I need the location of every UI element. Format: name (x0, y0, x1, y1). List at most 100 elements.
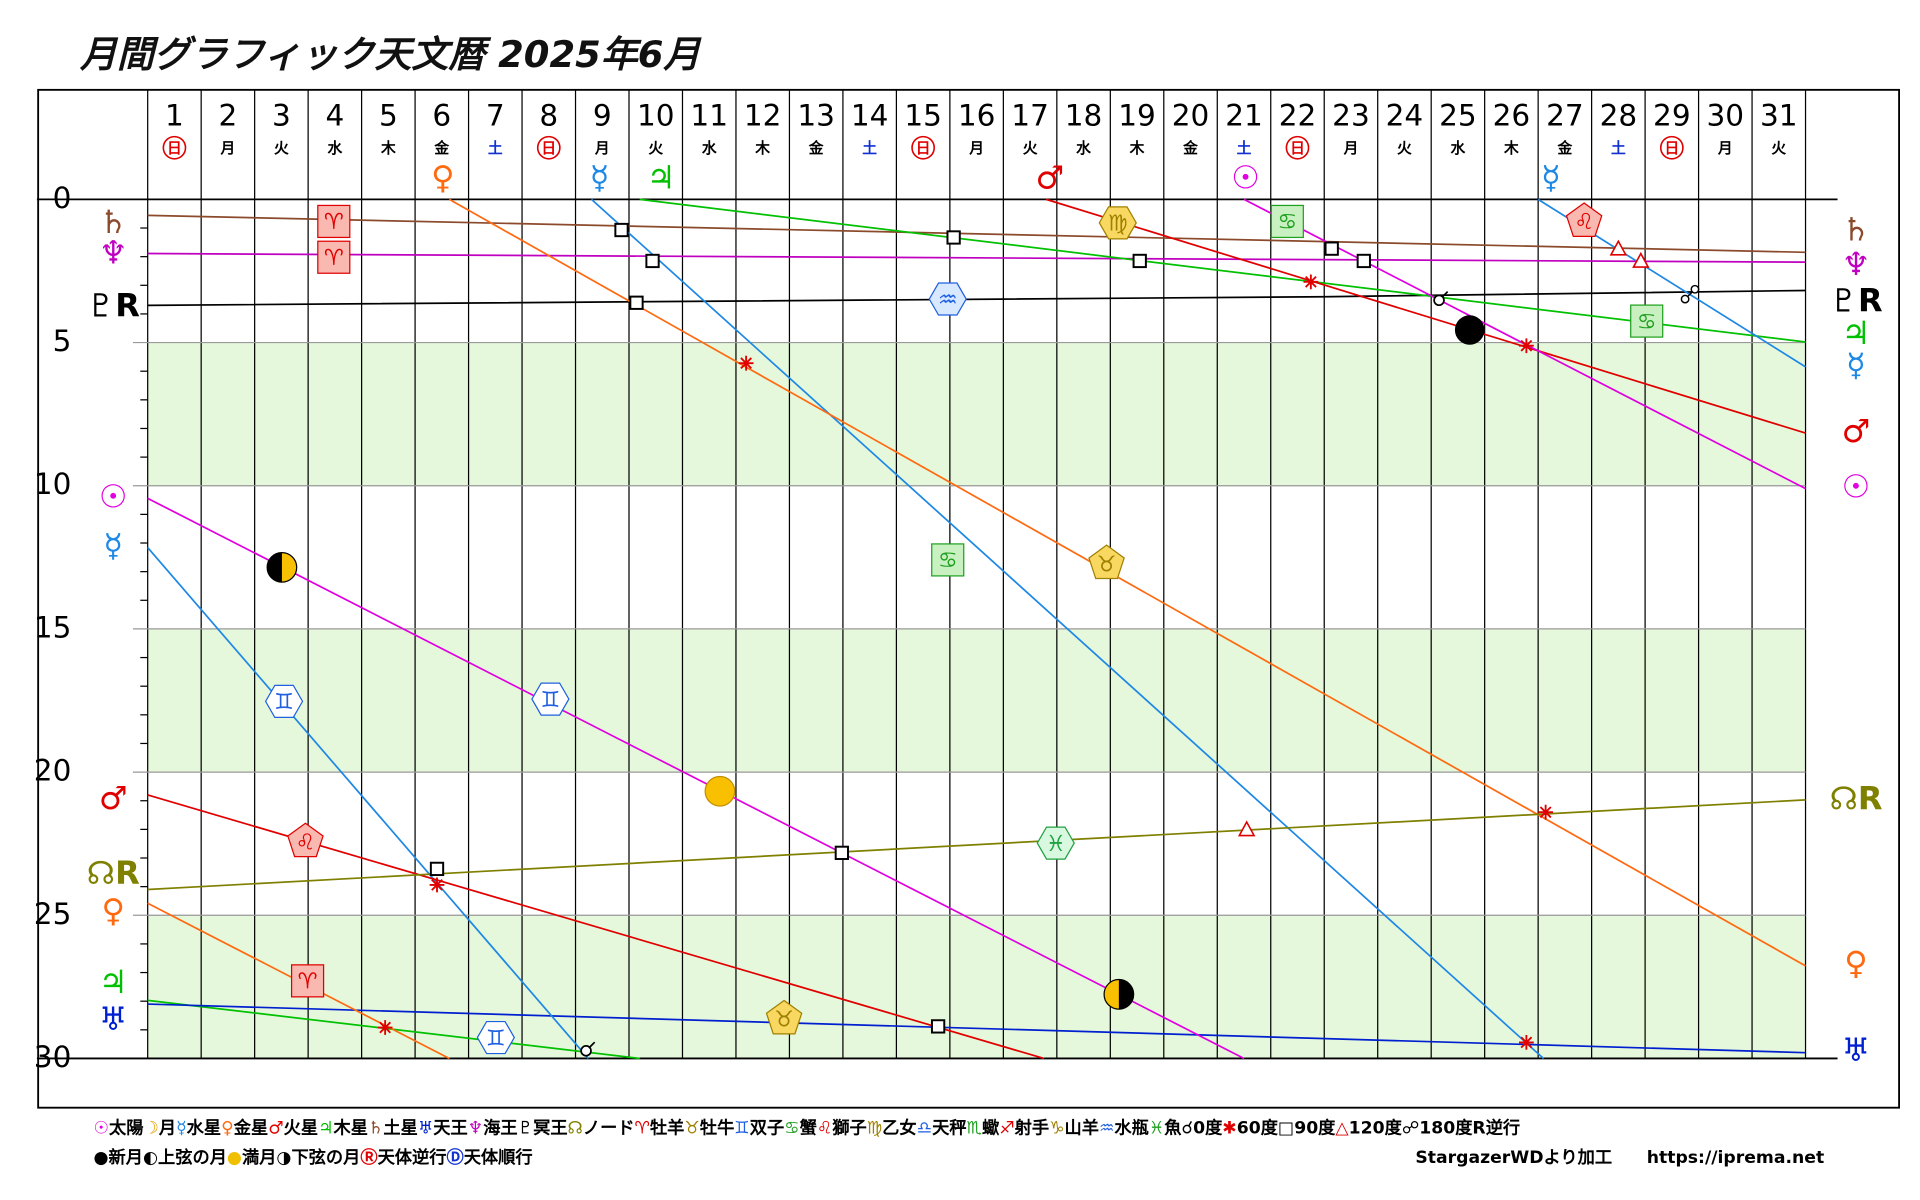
day-label: 13 (797, 98, 835, 132)
day-label: 31 (1760, 98, 1798, 132)
day-label: 3 (272, 98, 291, 132)
legend-symbol: ♍ (867, 1119, 882, 1139)
day-label: 22 (1279, 98, 1317, 132)
planet-label: ☿ (1846, 346, 1866, 384)
sign-box (1565, 202, 1603, 237)
sign-box (765, 999, 803, 1035)
legend-label: 双子 (750, 1119, 784, 1139)
sign-box (287, 822, 324, 858)
legend-label: 海王 (483, 1118, 517, 1139)
planet-label: ♂ (1842, 412, 1871, 450)
legend-label: 0度 (1193, 1118, 1223, 1139)
day-label: 30 (1707, 98, 1745, 132)
legend-label: 土星 (383, 1118, 417, 1139)
y-tick-label: 20 (34, 754, 72, 788)
planet-label: ♂ (1036, 159, 1065, 197)
sign-box (1270, 204, 1304, 239)
legend-symbol: ♈ (635, 1119, 650, 1139)
weekday-label: 木 (380, 139, 396, 157)
sign-marker: ♉ (765, 999, 803, 1035)
planet-label: ♀ (431, 159, 454, 197)
sign-marker: ♓ (1036, 826, 1075, 860)
legend-symbol: ● (227, 1148, 242, 1168)
aspect-triangle (1632, 251, 1650, 268)
legend-label: 蟹 (800, 1118, 817, 1139)
legend-symbol: Ⓡ (360, 1147, 377, 1168)
moon-phase (704, 775, 736, 807)
legend-symbol: ♎ (917, 1119, 932, 1139)
sign-box (476, 1020, 516, 1055)
day-label: 17 (1011, 98, 1049, 132)
aspect-conjunction (1433, 291, 1449, 307)
weekday-label: 土 (1611, 139, 1626, 157)
y-tick-label: 15 (34, 610, 72, 644)
conj-tail (589, 1041, 596, 1048)
day-label: 10 (637, 98, 675, 132)
legend-symbol: ☽ (143, 1119, 158, 1139)
moon-shadow (267, 552, 282, 583)
weekday-label: 金 (1182, 139, 1198, 157)
moon-phase (266, 551, 298, 583)
aspect-square (1356, 253, 1371, 269)
sign-glyph: ♋ (938, 548, 958, 574)
planet-label: ♃ (647, 159, 676, 197)
legend-label: 冥王 (533, 1119, 567, 1139)
day-label: 7 (486, 98, 505, 132)
legend-symbol: R (1472, 1119, 1485, 1139)
aspect-square (930, 1019, 946, 1034)
weekday-label: 月 (968, 140, 984, 157)
aspect-opposition (1680, 284, 1700, 304)
weekday-label: 土 (1237, 139, 1252, 157)
planet-label: ☉ (99, 477, 128, 515)
planet-line (147, 252, 1806, 264)
planet-label: ♃ (99, 963, 128, 1001)
weekday-label: 水 (1451, 139, 1466, 157)
sign-glyph: ♊ (540, 687, 560, 713)
weekday-label: 火 (274, 140, 289, 157)
legend-label: 新月 (109, 1147, 143, 1168)
moon-phase (1454, 315, 1485, 345)
aspect-square (834, 845, 849, 860)
day-label: 18 (1065, 98, 1103, 132)
chart-title: 月間グラフィック天文暦 2025年6月 (79, 33, 702, 76)
moon-disc (1454, 315, 1485, 345)
sign-marker: ♌ (1565, 202, 1603, 237)
aspect-star (1518, 338, 1534, 354)
day-label: 5 (379, 98, 398, 132)
day-label: 4 (325, 98, 344, 132)
band (147, 342, 1806, 486)
legend-label: 牡羊 (650, 1118, 684, 1139)
planet-label: ♅ (1842, 1031, 1871, 1069)
planet-label: ♅ (99, 1000, 128, 1038)
weekday-label: 木 (1503, 139, 1519, 157)
weekday-label: 月 (594, 140, 610, 157)
legend-label: 90度 (1294, 1118, 1336, 1139)
legend-symbol: Ⓓ (446, 1147, 463, 1168)
sunday-circle (162, 135, 187, 160)
day-label: 2 (219, 98, 238, 132)
weekday-label: 水 (1076, 139, 1091, 157)
legend-label: ノード (583, 1119, 635, 1139)
planet-label: ☊R (1829, 780, 1882, 818)
sign-marker: ♊ (476, 1020, 516, 1055)
day-label: 9 (593, 98, 612, 132)
planet-label: ☊R (87, 854, 140, 892)
day-label: 14 (851, 98, 889, 132)
bands (147, 342, 1806, 1059)
aspect-square (946, 230, 961, 245)
day-label: 8 (539, 98, 558, 132)
legend-label: 獅子 (832, 1118, 866, 1139)
sign-box (931, 543, 965, 577)
legend-label: 火星 (284, 1119, 318, 1139)
sign-box (290, 964, 325, 998)
legend-label: 天体順行 (464, 1147, 533, 1168)
sunday-circle (1659, 135, 1684, 160)
planet-label: ♆ (99, 234, 128, 272)
aspect-square (429, 861, 445, 877)
sign-box (928, 282, 967, 316)
legend-symbol: ☍ (1402, 1119, 1419, 1139)
sign-glyph: ♍ (1108, 211, 1128, 237)
aspect-star (1518, 1035, 1534, 1050)
legend-label: 水星 (187, 1118, 221, 1139)
